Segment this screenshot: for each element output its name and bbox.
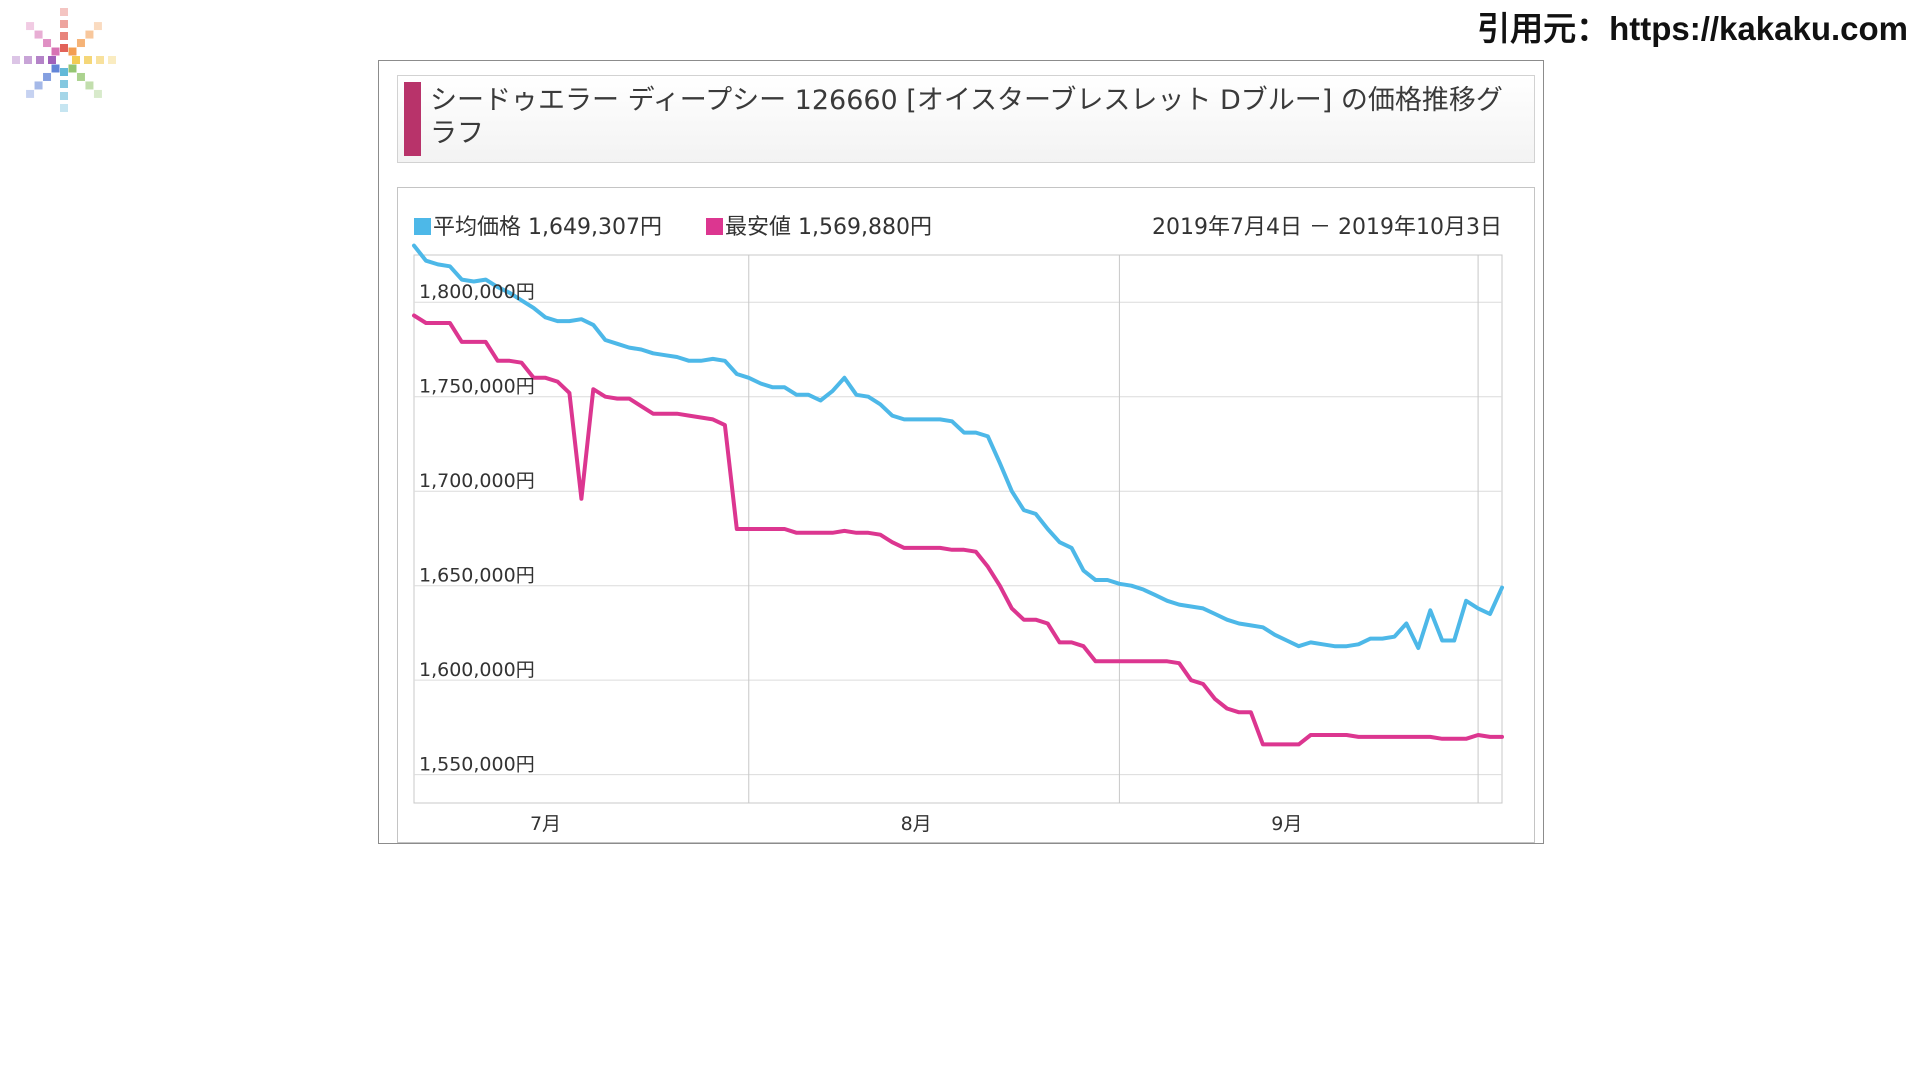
logo-pixel — [76, 39, 85, 48]
logo-pixel — [85, 30, 94, 39]
price-history-panel: シードゥエラー ディープシー 126660 [オイスターブレスレット Dブルー]… — [378, 60, 1544, 844]
source-citation: 引用元：https://kakaku.com — [1477, 10, 1908, 47]
plot-frame — [413, 254, 1503, 804]
logo-pixel — [12, 56, 20, 64]
y-tick-label: 1,550,000円 — [419, 754, 535, 776]
logo-pixel — [51, 47, 60, 56]
legend-entry: 最安値 1,569,880円 — [725, 215, 932, 240]
logo-pixel — [60, 80, 68, 88]
logo-pixel — [60, 92, 68, 100]
logo-pixel — [85, 81, 94, 90]
logo-pixel — [43, 39, 52, 48]
x-tick-label: 7月 — [530, 813, 561, 835]
logo-pixel — [68, 64, 77, 73]
series-line-平均価格 — [412, 243, 1504, 650]
logo-pixel — [43, 72, 52, 81]
chart-area: 1,800,000円 1,750,000円 1,700,000円 1,650,000円… — [397, 187, 1535, 843]
logo-pixel — [93, 89, 102, 98]
date-range: 2019年7月4日 － 2019年10月3日 — [1152, 215, 1502, 240]
y-tick-label: 1,800,000円 — [419, 281, 535, 303]
logo-pixel — [34, 30, 43, 39]
logo-pixel — [60, 104, 68, 112]
logo-pixel — [60, 8, 68, 16]
x-tick-label: 9月 — [1271, 813, 1302, 835]
title-accent-bar — [404, 82, 421, 156]
logo-pixel — [60, 20, 68, 28]
y-tick-label: 1,600,000円 — [419, 659, 535, 681]
legend-swatch — [414, 218, 431, 235]
series-line-最安値 — [412, 313, 1504, 747]
logo-pixel — [108, 56, 116, 64]
y-tick-label: 1,750,000円 — [419, 376, 535, 398]
logo-pixel — [68, 47, 77, 56]
chart-title-box: シードゥエラー ディープシー 126660 [オイスターブレスレット Dブルー]… — [397, 75, 1535, 163]
price-chart: 1,800,000円 1,750,000円 1,700,000円 1,650,000円… — [412, 215, 1504, 835]
logo-pixel — [26, 89, 35, 98]
legend-swatch — [706, 218, 723, 235]
logo-pixel — [60, 44, 68, 52]
logo-pixel — [60, 32, 68, 40]
legend-entry: 平均価格 1,649,307円 — [433, 215, 662, 240]
logo-pixel — [76, 72, 85, 81]
logo-pixel — [96, 56, 104, 64]
logo-pixel — [24, 56, 32, 64]
logo-pixel — [93, 22, 102, 31]
logo-pixel — [26, 22, 35, 31]
chart-title: シードゥエラー ディープシー 126660 [オイスターブレスレット Dブルー]… — [430, 85, 1503, 149]
logo-pixel — [36, 56, 44, 64]
x-tick-label: 8月 — [901, 813, 932, 835]
logo-pixel — [72, 56, 80, 64]
logo-pixel — [60, 68, 68, 76]
starburst-logo — [12, 8, 116, 112]
logo-pixel — [84, 56, 92, 64]
y-tick-label: 1,650,000円 — [419, 565, 535, 587]
logo-pixel — [48, 56, 56, 64]
y-tick-label: 1,700,000円 — [419, 470, 535, 492]
logo-pixel — [51, 64, 60, 73]
logo-pixel — [34, 81, 43, 90]
